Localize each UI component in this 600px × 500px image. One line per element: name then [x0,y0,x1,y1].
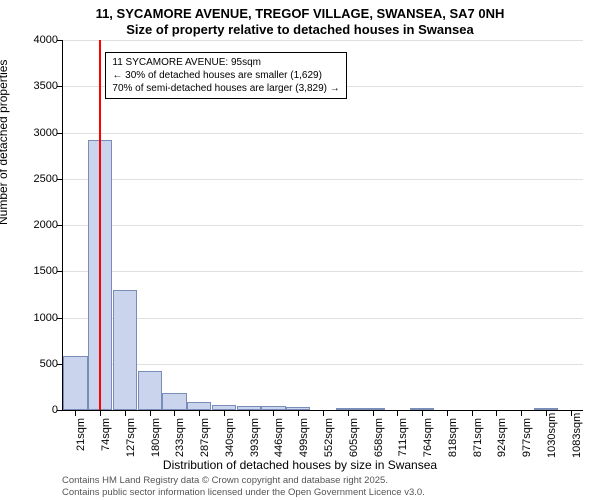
x-tick [348,410,349,416]
x-tick-label: 977sqm [521,418,533,458]
x-tick-label: 711sqm [397,418,409,458]
x-axis-title: Distribution of detached houses by size … [0,458,600,472]
x-tick-label: 1083sqm [571,418,583,458]
grid-line [63,271,583,272]
x-tick [373,410,374,416]
grid-line [63,40,583,41]
title-description: Size of property relative to detached ho… [0,22,600,37]
y-tick-label: 4000 [18,34,58,46]
x-tick [125,410,126,416]
x-tick [199,410,200,416]
y-tick-label: 1500 [18,265,58,277]
y-tick-label: 2000 [18,219,58,231]
y-tick-label: 2500 [18,173,58,185]
x-tick [298,410,299,416]
grid-line [63,318,583,319]
x-tick-label: 21sqm [75,418,87,458]
x-tick-label: 924sqm [496,418,508,458]
x-tick [224,410,225,416]
x-tick-label: 74sqm [100,418,112,458]
footer-attribution: Contains HM Land Registry data © Crown c… [62,475,425,498]
annotation-line3: 70% of semi-detached houses are larger (… [112,82,339,95]
x-tick [521,410,522,416]
y-tick-label: 0 [18,404,58,416]
x-tick-label: 818sqm [447,418,459,458]
x-tick-label: 658sqm [373,418,385,458]
x-tick-label: 499sqm [298,418,310,458]
histogram-bar [162,393,186,410]
x-tick [174,410,175,416]
y-tick-label: 500 [18,358,58,370]
y-tick-label: 1000 [18,312,58,324]
x-tick-label: 764sqm [422,418,434,458]
x-tick [422,410,423,416]
grid-line [63,179,583,180]
footer-line1: Contains HM Land Registry data © Crown c… [62,475,425,486]
x-tick-label: 605sqm [348,418,360,458]
x-tick-label: 340sqm [224,418,236,458]
y-tick-label: 3000 [18,127,58,139]
histogram-bar [113,290,137,410]
x-tick [496,410,497,416]
x-tick-label: 233sqm [174,418,186,458]
y-tick-label: 3500 [18,80,58,92]
x-tick [75,410,76,416]
annotation-box: 11 SYCAMORE AVENUE: 95sqm← 30% of detach… [105,52,346,99]
title-address: 11, SYCAMORE AVENUE, TREGOF VILLAGE, SWA… [0,6,600,21]
annotation-line2: ← 30% of detached houses are smaller (1,… [112,69,339,82]
annotation-line1: 11 SYCAMORE AVENUE: 95sqm [112,56,339,69]
x-tick-label: 446sqm [273,418,285,458]
x-tick [273,410,274,416]
grid-line [63,133,583,134]
chart-plot-area: 0500100015002000250030003500400021sqm74s… [62,40,583,411]
grid-line [63,225,583,226]
histogram-bar [187,402,211,410]
grid-line [63,364,583,365]
x-tick [472,410,473,416]
x-tick [397,410,398,416]
x-tick [249,410,250,416]
x-tick-label: 393sqm [249,418,261,458]
x-tick-label: 1030sqm [546,418,558,458]
x-tick-label: 871sqm [472,418,484,458]
histogram-bar [138,371,162,410]
property-marker-line [99,40,101,410]
y-axis-title: Number of detached properties [0,60,10,225]
x-tick-label: 287sqm [199,418,211,458]
x-tick [150,410,151,416]
x-tick [100,410,101,416]
x-tick-label: 127sqm [125,418,137,458]
x-tick [447,410,448,416]
footer-line2: Contains public sector information licen… [62,487,425,498]
x-tick-label: 180sqm [150,418,162,458]
histogram-bar [63,356,87,410]
x-tick [323,410,324,416]
x-tick-label: 552sqm [323,418,335,458]
